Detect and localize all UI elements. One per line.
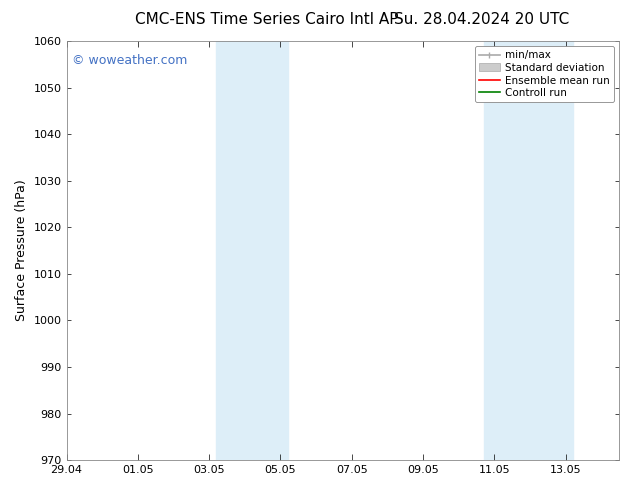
Y-axis label: Surface Pressure (hPa): Surface Pressure (hPa) [15, 180, 28, 321]
Text: © woweather.com: © woweather.com [72, 53, 188, 67]
Bar [216, 41, 288, 460]
Text: Su. 28.04.2024 20 UTC: Su. 28.04.2024 20 UTC [394, 12, 569, 27]
Legend: min/max, Standard deviation, Ensemble mean run, Controll run: min/max, Standard deviation, Ensemble me… [475, 46, 614, 102]
Bar [484, 41, 573, 460]
Text: CMC-ENS Time Series Cairo Intl AP: CMC-ENS Time Series Cairo Intl AP [134, 12, 398, 27]
